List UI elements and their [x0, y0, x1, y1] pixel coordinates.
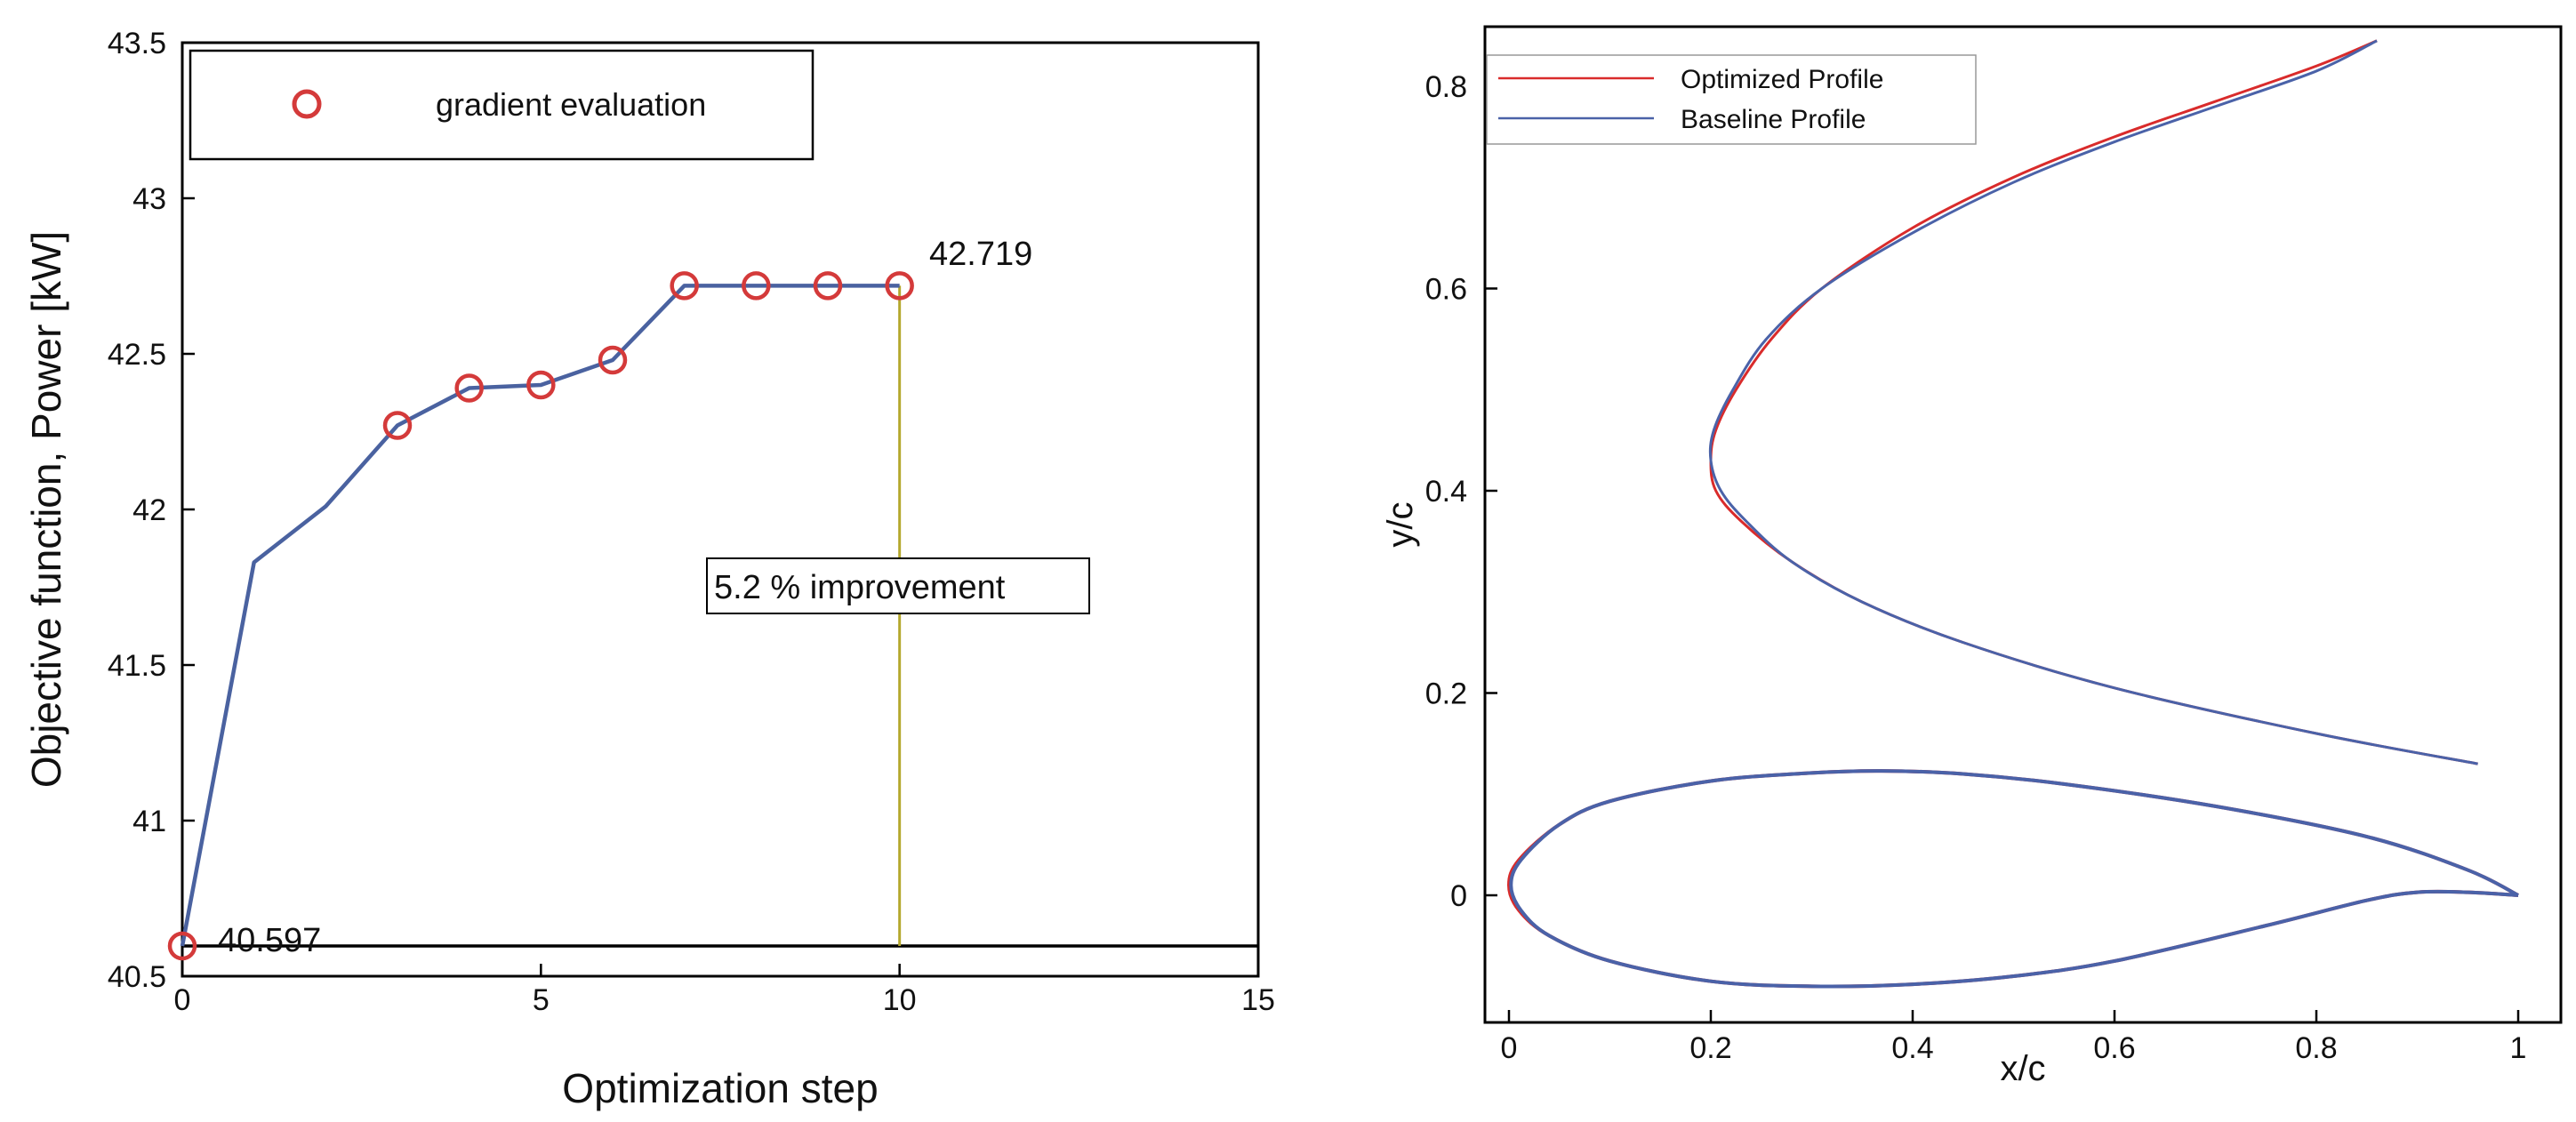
- right-x-tick-label: 0.4: [1891, 1031, 1933, 1065]
- left-x-tick-label: 0: [174, 983, 191, 1017]
- gradient-evaluation-marker: [813, 271, 843, 301]
- left-plot-frame: [181, 41, 1260, 978]
- gradient-evaluation-marker: [885, 271, 914, 301]
- right-x-tick-label: 0: [1501, 1031, 1518, 1065]
- left-x-tick-label: 5: [533, 983, 550, 1017]
- airfoil-profile-chart: 0 0.2 0.4 0.6 0.8 0 0.2 0.4 0.6 0.8 1 Optimized P…: [1381, 25, 2563, 1088]
- left-x-tick-label: 10: [883, 983, 917, 1017]
- profile-legend-box: [1486, 54, 1977, 145]
- left-plot-area: [167, 271, 1258, 961]
- left-x-ticks: 0 5 10 15: [174, 964, 1275, 1017]
- right-x-tick-label: 0.8: [2295, 1031, 2337, 1065]
- baseline-profile-upper-curve: [1708, 39, 2478, 765]
- right-y-tick-label: 0.6: [1425, 273, 1467, 307]
- gradient-evaluation-marker: [670, 271, 699, 301]
- legend-label: gradient evaluation: [436, 86, 706, 123]
- left-y-axis-label: Objective function, Power [kW]: [23, 231, 69, 788]
- right-y-tick-label: 0.4: [1425, 475, 1467, 509]
- right-plot-area: [1506, 39, 2519, 989]
- legend: gradient evaluation: [189, 49, 815, 161]
- gradient-evaluation-marker: [598, 345, 628, 375]
- left-y-tick-label: 42.5: [108, 338, 166, 372]
- gradient-evaluation-marker: [454, 373, 484, 403]
- right-plot-frame: [1483, 25, 2563, 1024]
- left-x-tick-label: 15: [1241, 983, 1275, 1017]
- right-x-tick-label: 0.6: [2093, 1031, 2135, 1065]
- objective-series-line: [180, 284, 900, 947]
- left-y-tick-label: 42: [132, 493, 166, 527]
- objective-history-chart: 40.5 41 41.5 42 42.5 43 43.5 0 5 10 15 gradient e…: [23, 27, 1275, 1111]
- optimized-profile-airfoil-curve: [1506, 769, 2519, 989]
- left-y-tick-label: 43.5: [108, 27, 166, 60]
- right-y-axis-label: y/c: [1381, 501, 1420, 547]
- gradient-evaluation-marker: [526, 370, 556, 400]
- legend-marker-icon: [292, 89, 322, 119]
- right-y-tick-label: 0.2: [1425, 677, 1467, 711]
- start-value-annotation: 40.597: [218, 922, 321, 959]
- gradient-evaluation-marker: [167, 931, 197, 961]
- left-y-tick-label: 40.5: [108, 960, 166, 994]
- baseline-profile-airfoil-curve: [1509, 769, 2519, 989]
- left-y-tick-label: 41: [132, 805, 166, 838]
- right-y-tick-label: 0: [1450, 879, 1467, 913]
- right-x-axis-label: x/c: [2000, 1049, 2045, 1088]
- left-x-axis-label: Optimization step: [562, 1065, 878, 1111]
- gradient-evaluation-marker: [382, 411, 413, 440]
- gradient-evaluation-marker: [742, 271, 771, 301]
- right-x-ticks: 0 0.2 0.4 0.6 0.8 1: [1501, 1010, 2527, 1065]
- improvement-label-box: [706, 557, 1090, 614]
- right-y-ticks: 0 0.2 0.4 0.6 0.8: [1425, 70, 1497, 913]
- right-x-tick-label: 1: [2510, 1031, 2527, 1065]
- right-y-tick-label: 0.8: [1425, 70, 1467, 104]
- improvement-annotation: 5.2 % improvement: [714, 569, 1006, 606]
- left-y-tick-label: 43: [132, 182, 166, 216]
- legend-optimized-label: Optimized Profile: [1681, 65, 1883, 94]
- profile-legend: Optimized Profile Baseline Profile: [1486, 54, 1977, 145]
- legend-baseline-label: Baseline Profile: [1681, 105, 1866, 134]
- end-value-annotation: 42.719: [929, 236, 1032, 273]
- left-y-ticks: 40.5 41 41.5 42 42.5 43 43.5: [108, 27, 195, 994]
- left-y-tick-label: 41.5: [108, 649, 166, 683]
- right-x-tick-label: 0.2: [1689, 1031, 1731, 1065]
